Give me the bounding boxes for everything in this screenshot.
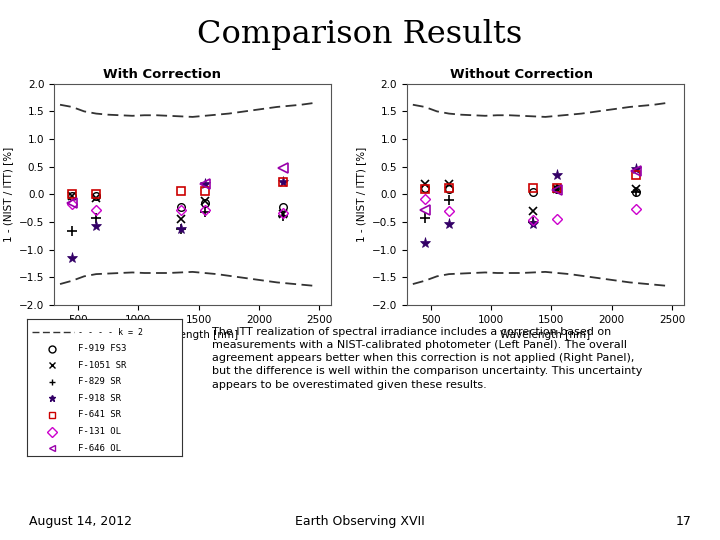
Text: With Correction: With Correction — [103, 68, 221, 80]
Y-axis label: 1 - (NIST / ITT) [%]: 1 - (NIST / ITT) [%] — [4, 147, 14, 242]
X-axis label: Wavelength [nm]: Wavelength [nm] — [148, 330, 238, 340]
Text: - - - - k = 2: - - - - k = 2 — [78, 328, 143, 337]
Text: F-641 SR: F-641 SR — [78, 410, 122, 420]
Text: The ITT realization of spectral irradiance includes a correction based on
measur: The ITT realization of spectral irradian… — [212, 327, 643, 389]
Text: F-919 FS3: F-919 FS3 — [78, 345, 127, 353]
Text: August 14, 2012: August 14, 2012 — [29, 515, 132, 528]
Y-axis label: 1 - (NIST / ITT) [%]: 1 - (NIST / ITT) [%] — [356, 147, 366, 242]
X-axis label: Wavelength [nm]: Wavelength [nm] — [500, 330, 590, 340]
Text: Comparison Results: Comparison Results — [197, 19, 523, 50]
Text: F-1051 SR: F-1051 SR — [78, 361, 127, 370]
Text: F-131 OL: F-131 OL — [78, 427, 122, 436]
Text: F-829 SR: F-829 SR — [78, 377, 122, 387]
Text: F-918 SR: F-918 SR — [78, 394, 122, 403]
Text: Earth Observing XVII: Earth Observing XVII — [295, 515, 425, 528]
Text: Without Correction: Without Correction — [451, 68, 593, 80]
Text: 17: 17 — [675, 515, 691, 528]
Text: F-646 OL: F-646 OL — [78, 443, 122, 453]
